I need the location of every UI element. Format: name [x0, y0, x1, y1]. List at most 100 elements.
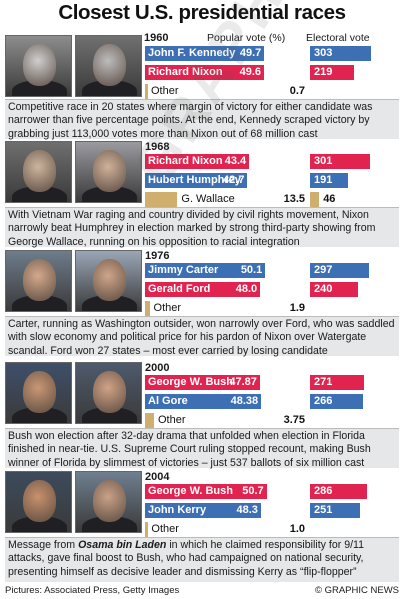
candidate-row: Hubert Humphrey 42.7 191	[145, 173, 399, 188]
candidate-name: G. Wallace	[181, 193, 235, 205]
candidate-row: Other 0.7	[145, 84, 399, 99]
candidate-row: Other 1.9	[145, 301, 399, 316]
candidate-photo	[5, 141, 72, 203]
candidate-photos	[5, 141, 143, 203]
race-caption: Competitive race in 20 states where marg…	[5, 99, 399, 140]
photo-face	[93, 371, 126, 413]
candidate-photo	[75, 250, 142, 312]
photo-face	[23, 259, 56, 301]
candidate-photos	[5, 35, 143, 97]
race-section-2004: 2004 George W. Bush 50.7 286 John Kerry 48.3 2…	[5, 471, 399, 583]
candidate-row: Other 1.0	[145, 522, 399, 537]
popular-vote-bar	[145, 192, 178, 207]
race-caption: Bush won election after 32-day drama tha…	[5, 428, 399, 469]
photo-face	[93, 150, 126, 192]
candidate-photo	[75, 141, 142, 203]
caption-text: in which he claimed responsibility for 9…	[8, 539, 365, 578]
popular-vote-bar: Richard Nixon	[145, 154, 250, 169]
photo-face	[23, 150, 56, 192]
first-year-label: 1960	[144, 32, 169, 44]
photo-suit	[82, 516, 137, 532]
popular-vote-bar: Richard Nixon	[145, 65, 265, 80]
popular-vote-header: Popular vote (%)	[207, 32, 286, 44]
candidate-row: Al Gore 48.38 266	[145, 394, 399, 409]
photo-credit: Pictures: Associated Press, Getty Images	[5, 585, 180, 596]
race-section-1976: 1976 Jimmy Carter 50.1 297 Gerald Ford 48.0 24…	[5, 250, 399, 358]
photo-face	[23, 371, 56, 413]
race-section-2000: 2000 George W. Bush 47.87 271 Al Gore 48.38 26…	[5, 362, 399, 470]
popular-vote-value: 43.4	[224, 155, 247, 167]
popular-vote-value: 49.6	[239, 66, 262, 78]
candidate-photos	[5, 362, 143, 424]
column-headers: 1960 Popular vote (%) Electoral vote	[0, 32, 404, 46]
race-year: 2000	[145, 362, 170, 374]
popular-vote-value: 50.7	[242, 485, 264, 497]
popular-vote-bar: John F. Kennedy	[145, 46, 265, 61]
popular-vote-bar	[145, 522, 148, 537]
photo-suit	[82, 295, 137, 311]
chart-title: Closest U.S. presidential races	[58, 1, 346, 24]
candidate-name: Other	[153, 302, 182, 314]
popular-vote-value: 3.75	[283, 414, 305, 426]
candidate-photo	[75, 362, 142, 424]
electoral-vote-bar: 303	[310, 46, 371, 61]
popular-vote-value: 42.7	[223, 174, 245, 186]
photo-suit	[12, 186, 67, 202]
race-year: 1968	[145, 141, 170, 153]
popular-vote-bar: Al Gore	[145, 394, 262, 409]
popular-vote-value: 1.9	[289, 302, 305, 314]
race-caption: Carter, running as Washington outsider, …	[5, 316, 399, 357]
popular-vote-value: 13.5	[283, 193, 305, 205]
electoral-vote-bar: 297	[310, 263, 370, 278]
candidate-photo	[5, 362, 72, 424]
popular-vote-bar	[145, 301, 150, 316]
photo-face	[93, 259, 126, 301]
candidate-name: Other	[151, 85, 179, 97]
candidate-row: Gerald Ford 48.0 240	[145, 282, 399, 297]
photo-suit	[82, 186, 137, 202]
electoral-vote-bar: 286	[310, 484, 368, 499]
copyright: © GRAPHIC NEWS	[314, 585, 399, 596]
caption-text: Message from	[8, 539, 79, 551]
candidate-photos	[5, 471, 143, 533]
race-year: 2004	[145, 471, 170, 483]
popular-vote-bar: Jimmy Carter	[145, 263, 266, 278]
electoral-vote-bar: 266	[310, 394, 364, 409]
popular-vote-bar	[145, 413, 154, 428]
photo-face	[23, 480, 56, 522]
candidate-row: Jimmy Carter 50.1 297	[145, 263, 399, 278]
electoral-vote-bar: 219	[310, 65, 354, 80]
candidate-row: Other 3.75	[145, 413, 399, 428]
electoral-vote-bar: 251	[310, 503, 361, 518]
photo-suit	[82, 407, 137, 423]
caption-emphasis: Osama bin Laden	[78, 539, 167, 551]
race-caption: With Vietnam War raging and country divi…	[5, 207, 399, 248]
popular-vote-value: 48.38	[230, 395, 259, 407]
photo-suit	[82, 80, 137, 96]
race-section-1968: 1968 Richard Nixon 43.4 301 Hubert Humphrey 4…	[5, 141, 399, 249]
popular-vote-value: 0.7	[289, 85, 305, 97]
candidate-name: Other	[158, 414, 186, 426]
popular-vote-bar: John Kerry	[145, 503, 261, 518]
race-year: 1976	[145, 250, 170, 262]
candidate-photo	[5, 35, 72, 97]
candidate-photo	[5, 250, 72, 312]
candidate-name: Other	[151, 523, 179, 535]
electoral-vote-bar: 191	[310, 173, 349, 188]
candidate-row: John Kerry 48.3 251	[145, 503, 399, 518]
candidate-row: George W. Bush 50.7 286	[145, 484, 399, 499]
photo-suit	[12, 295, 67, 311]
popular-vote-bar	[145, 84, 148, 99]
electoral-vote-header: Electoral vote	[306, 32, 370, 44]
popular-vote-value: 1.0	[289, 523, 305, 535]
candidate-photo	[5, 471, 72, 533]
candidate-photos	[5, 250, 143, 312]
photo-face	[93, 44, 126, 86]
race-caption: Message from Osama bin Laden in which he…	[5, 537, 399, 582]
popular-vote-value: 49.7	[239, 47, 262, 59]
photo-face	[23, 44, 56, 86]
popular-vote-value: 47.87	[229, 376, 257, 388]
candidate-row: Richard Nixon 43.4 301	[145, 154, 399, 169]
electoral-vote-bar: 301	[310, 154, 371, 169]
popular-vote-bar: Hubert Humphrey	[145, 173, 248, 188]
